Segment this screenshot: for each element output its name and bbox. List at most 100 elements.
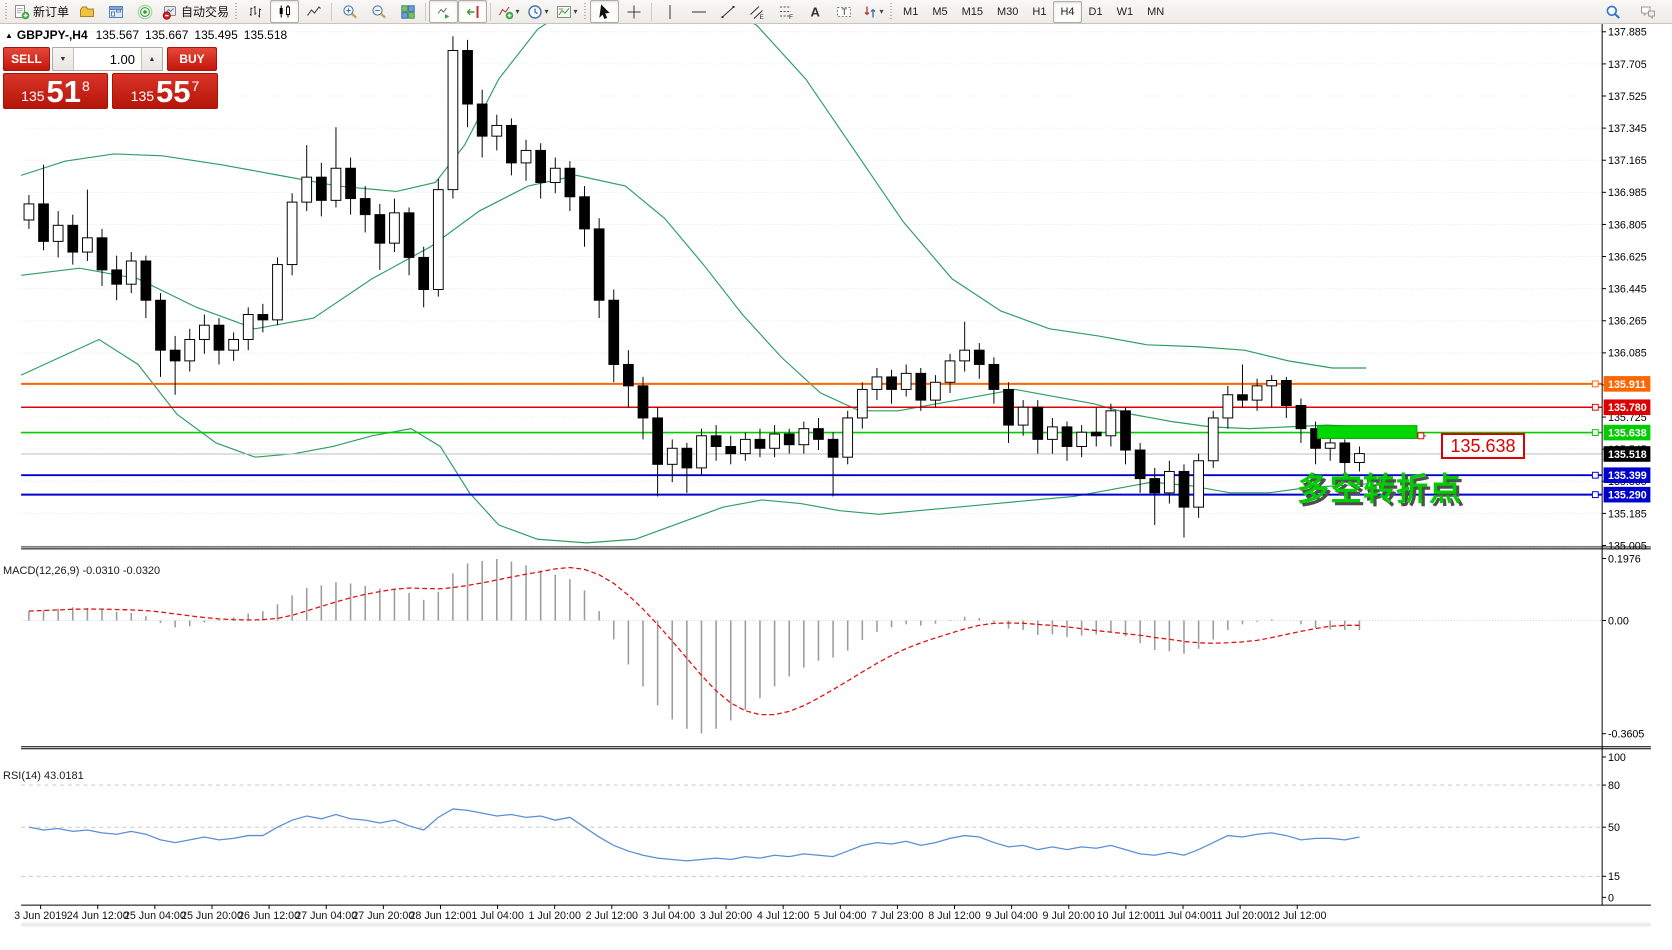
search-button[interactable]	[1598, 0, 1627, 23]
sell-price-button[interactable]: 135 51 8	[3, 73, 108, 109]
svg-text:3 Jun 2019: 3 Jun 2019	[14, 910, 67, 922]
fibonacci-button[interactable]: F	[771, 0, 800, 23]
volume-down-button[interactable]: ▼	[53, 48, 74, 70]
toolbar-drag-handle[interactable]	[234, 2, 240, 21]
sell-button[interactable]: SELL	[3, 47, 50, 71]
collapse-marker-icon[interactable]: ▲	[5, 31, 13, 40]
price-tag-label[interactable]: 135.638	[1441, 433, 1525, 459]
trend-line-button[interactable]	[713, 0, 742, 23]
ohlc-open: 135.567	[95, 28, 140, 42]
svg-text:137.165: 137.165	[1608, 155, 1647, 167]
hline-135.780[interactable]	[21, 403, 1603, 411]
toolbar-drag-handle[interactable]	[889, 2, 895, 21]
highlight-box[interactable]	[1317, 425, 1418, 439]
fibonacci-icon: F	[778, 4, 794, 20]
svg-text:25 Jun 20:00: 25 Jun 20:00	[181, 910, 243, 922]
periods-button[interactable]: ▾	[523, 0, 552, 23]
arrows-button[interactable]: ▾	[858, 0, 887, 23]
cursor-button[interactable]	[590, 0, 620, 23]
bollinger-bands[interactable]	[20, 24, 1367, 544]
periods-dropdown-icon[interactable]: ▾	[544, 7, 549, 16]
timeframe-m5-button[interactable]: M5	[932, 5, 948, 18]
bollinger-upper-line[interactable]	[20, 24, 1367, 369]
indicators-dropdown-icon[interactable]: ▾	[515, 7, 520, 16]
hline-135.399[interactable]	[21, 471, 1603, 479]
timeframe-h1-button[interactable]: H1	[1032, 5, 1047, 18]
timeframe-m1-button[interactable]: M1	[903, 5, 919, 18]
hline-135.911[interactable]	[21, 380, 1603, 388]
svg-text:135.638: 135.638	[1608, 427, 1647, 439]
svg-text:137.885: 137.885	[1608, 27, 1647, 39]
tile-windows-button[interactable]	[393, 0, 422, 23]
sell-price-pip: 8	[82, 78, 90, 94]
svg-text:136.085: 136.085	[1608, 348, 1647, 360]
bollinger-lower-line[interactable]	[20, 338, 1367, 544]
macd-pane[interactable]	[21, 559, 1603, 734]
turning-point-annotation[interactable]: 多空转折点	[1297, 471, 1463, 507]
community-button[interactable]	[1633, 0, 1662, 23]
timeframe-m15-button[interactable]: M15	[961, 5, 983, 18]
auto-scroll-button[interactable]	[429, 0, 459, 23]
price-label-135.638: 135.638	[1603, 424, 1651, 441]
svg-text:100: 100	[1608, 752, 1626, 764]
svg-text:135.005: 135.005	[1608, 540, 1647, 552]
chart-window[interactable]: 137.885 137.705 137.525 137.345 137.165 136.9…	[0, 24, 1672, 950]
toolbar-drag-handle[interactable]	[583, 2, 589, 21]
vertical-line-icon	[662, 4, 678, 20]
price-tag-anchor-square[interactable]	[1417, 432, 1425, 440]
crosshair-button[interactable]	[619, 0, 648, 23]
price-axis[interactable]: 137.885 137.705 137.525 137.345 137.165 136.9…	[1602, 27, 1651, 905]
toolbar-drag-handle[interactable]	[4, 2, 9, 21]
crosshair-icon	[626, 4, 642, 20]
zoom-out-button[interactable]	[364, 0, 393, 23]
hline-anchor-square[interactable]	[1591, 471, 1599, 479]
arrows-dropdown-icon[interactable]: ▾	[879, 7, 884, 16]
template-dropdown-icon[interactable]: ▾	[573, 7, 578, 16]
timeframe-m30-button[interactable]: M30	[997, 5, 1019, 18]
hline-135.290[interactable]	[21, 491, 1603, 499]
svg-text:135.290: 135.290	[1608, 490, 1647, 502]
hline-anchor-square[interactable]	[1591, 429, 1599, 436]
volume-up-button[interactable]: ▲	[141, 48, 162, 70]
timeframe-mn-button[interactable]: MN	[1147, 5, 1165, 18]
indicators-button[interactable]: ▾	[494, 0, 523, 23]
rsi-indicator-label: RSI(14) 43.0181	[3, 770, 84, 782]
candle-chart-button[interactable]	[270, 0, 300, 23]
line-chart-button[interactable]	[299, 0, 328, 23]
text-button[interactable]: A	[800, 0, 829, 23]
timeframe-d1-button[interactable]: D1	[1088, 5, 1103, 18]
candle-chart-icon	[277, 4, 293, 20]
profiles-button[interactable]	[72, 0, 101, 23]
svg-text:12 Jul 12:00: 12 Jul 12:00	[1268, 910, 1326, 922]
zoom-in-button[interactable]	[335, 0, 364, 23]
toolbar: 新订单 自动交易 ▾ ▾ ▾ E F A T ▾ M1 M5 M15 M30 H1 H4 D1 W1 MN	[0, 0, 1672, 24]
bar-chart-button[interactable]	[241, 0, 270, 23]
macd-signal-line	[28, 566, 1360, 716]
volume-input[interactable]: 1.00	[109, 51, 135, 67]
timeframe-w1-button[interactable]: W1	[1116, 5, 1134, 18]
price-label-135.911: 135.911	[1603, 376, 1651, 392]
buy-price-button[interactable]: 135 55 7	[112, 73, 218, 109]
timeframe-h4-button[interactable]: H4	[1053, 0, 1082, 23]
horizontal-line-button[interactable]	[684, 0, 713, 23]
market-watch-button[interactable]	[101, 0, 130, 23]
signals-icon	[137, 4, 153, 20]
equidistant-channel-button[interactable]: E	[742, 0, 771, 23]
svg-text:2 Jul 12:00: 2 Jul 12:00	[586, 910, 638, 922]
text-label-button[interactable]: T	[829, 0, 858, 23]
autotrading-button[interactable]: 自动交易	[159, 0, 232, 23]
signals-button[interactable]	[130, 0, 159, 23]
hline-anchor-square[interactable]	[1591, 491, 1599, 499]
chart-canvas[interactable]: 137.885 137.705 137.525 137.345 137.165 136.9…	[0, 24, 1672, 950]
buy-button[interactable]: BUY	[167, 47, 217, 71]
new-order-button[interactable]: 新订单	[11, 0, 72, 23]
template-button[interactable]: ▾	[552, 0, 581, 23]
bollinger-middle-line[interactable]	[21, 174, 1367, 430]
hline-anchor-square[interactable]	[1591, 380, 1599, 388]
rsi-pane[interactable]	[21, 784, 1603, 877]
vertical-line-button[interactable]	[655, 0, 684, 23]
svg-text:3 Jul 20:00: 3 Jul 20:00	[700, 910, 752, 922]
hline-anchor-square[interactable]	[1591, 403, 1599, 411]
chart-shift-button[interactable]	[458, 0, 488, 23]
